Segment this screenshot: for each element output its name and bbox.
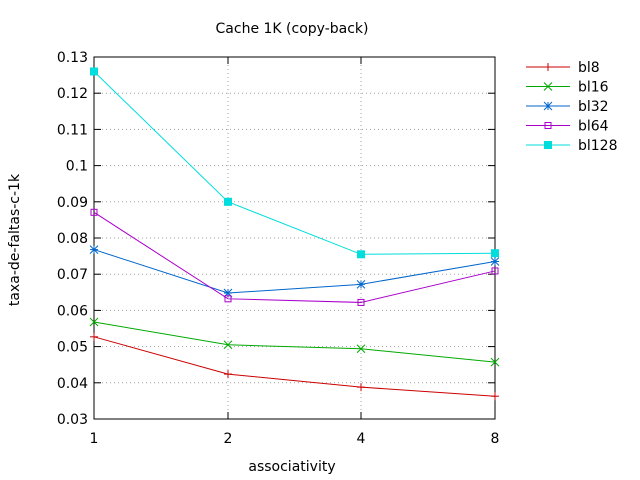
data-point-marker <box>544 122 552 129</box>
legend-label: bl8 <box>578 60 600 76</box>
y-tick-label: 0.07 <box>57 267 88 283</box>
data-point-marker <box>357 383 365 392</box>
data-point-marker <box>543 101 553 111</box>
y-tick-label: 0.13 <box>57 50 88 66</box>
data-point-marker <box>90 208 98 216</box>
series-line <box>93 71 496 255</box>
y-tick-label: 0.08 <box>57 231 88 247</box>
legend-label: bl128 <box>578 138 618 154</box>
x-tick-label: 8 <box>491 431 500 447</box>
data-point-marker <box>490 257 500 266</box>
data-point-marker <box>224 295 232 303</box>
series-bl128 <box>90 67 499 259</box>
legend-item-bl8: bl8 <box>526 60 600 76</box>
legend-item-bl64: bl64 <box>526 119 609 135</box>
series-bl8 <box>90 332 499 401</box>
data-point-marker <box>544 63 552 71</box>
series-line <box>93 211 496 303</box>
data-point-marker <box>90 332 98 341</box>
data-point-marker <box>224 197 232 206</box>
data-point-marker <box>90 67 98 76</box>
y-tick-label: 0.12 <box>57 86 88 102</box>
data-point-marker <box>89 245 99 254</box>
y-tick-label: 0.1 <box>66 159 88 175</box>
data-point-marker <box>357 298 365 306</box>
x-tick-label: 1 <box>90 431 99 447</box>
x-tick-label: 2 <box>224 431 233 447</box>
y-tick-label: 0.11 <box>57 122 88 138</box>
data-point-marker <box>357 250 365 259</box>
data-point-marker <box>544 141 552 149</box>
data-point-marker <box>223 340 233 350</box>
y-axis-label: taxa-de-faltas-c-1k <box>7 173 23 306</box>
data-point-marker <box>89 317 99 327</box>
data-point-marker <box>491 267 499 275</box>
chart-title: Cache 1K (copy-back) <box>216 21 369 37</box>
legend-label: bl16 <box>578 80 609 96</box>
x-tick-label: 4 <box>357 431 366 447</box>
grid <box>94 57 495 419</box>
legend-item-bl128: bl128 <box>526 138 618 154</box>
series-line <box>93 249 496 294</box>
legend-label: bl32 <box>578 99 609 115</box>
series-bl16 <box>89 317 500 367</box>
data-point-marker <box>356 344 366 354</box>
y-tick-label: 0.05 <box>57 340 88 356</box>
y-tick-label: 0.09 <box>57 195 88 211</box>
data-point-marker <box>224 370 232 379</box>
legend-item-bl32: bl32 <box>526 99 609 115</box>
y-tick-label: 0.04 <box>57 376 88 392</box>
x-axis: 1 2 4 8 <box>90 57 500 447</box>
data-point-marker <box>491 392 499 401</box>
y-axis: 0.03 0.04 0.05 0.06 0.07 0.08 0.09 0.1 0.11 0.12 0… <box>57 50 495 428</box>
data-point-marker <box>356 279 366 289</box>
x-axis-label: associativity <box>248 459 335 475</box>
data-point-marker <box>491 249 499 258</box>
data-point-marker <box>543 82 553 91</box>
series-line <box>93 336 496 397</box>
data-point-marker <box>490 357 500 367</box>
y-tick-label: 0.06 <box>57 303 88 319</box>
series-bl64 <box>90 208 499 306</box>
series-group <box>89 67 500 401</box>
legend: bl8 bl16 bl32 bl64 bl128 <box>526 60 618 154</box>
legend-label: bl64 <box>578 119 609 135</box>
series-line <box>93 321 496 363</box>
y-tick-label: 0.03 <box>57 412 88 428</box>
legend-item-bl16: bl16 <box>526 80 609 96</box>
